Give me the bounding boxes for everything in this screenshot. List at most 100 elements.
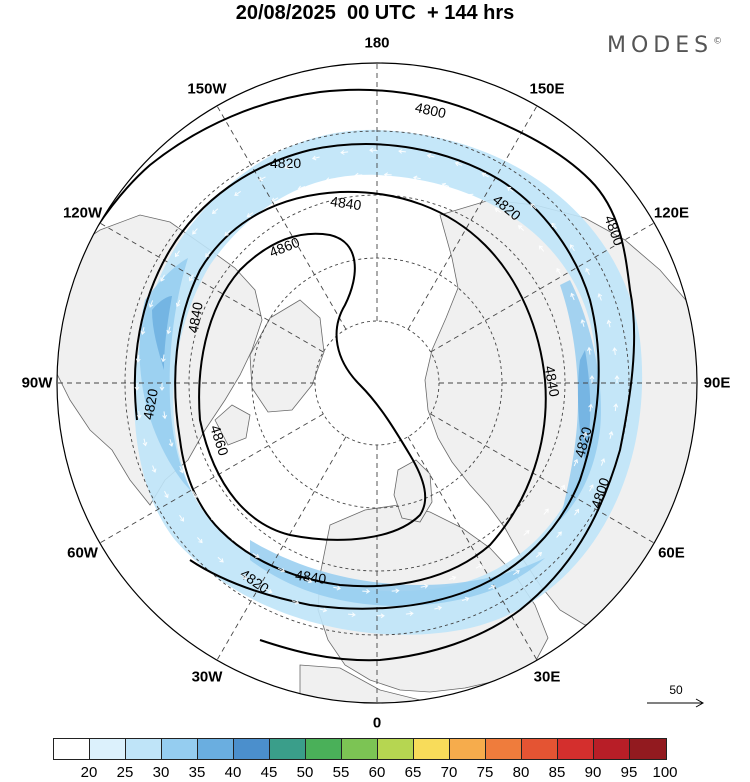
longitude-label-30w: 30W xyxy=(191,668,223,686)
wind-vector xyxy=(304,578,313,584)
wind-vector xyxy=(405,611,414,616)
wind-vector xyxy=(166,326,172,335)
contour-4800 xyxy=(57,88,636,662)
wind-vector xyxy=(606,319,612,328)
wind-vector xyxy=(506,186,514,192)
longitude-label-0: 0 xyxy=(372,714,382,732)
height-contours xyxy=(57,88,636,662)
wind-vector xyxy=(530,203,537,210)
wind-vector xyxy=(369,147,377,153)
wind-vector xyxy=(311,155,320,161)
wind-vector xyxy=(348,612,356,618)
colorbar-tick-label: 25 xyxy=(116,764,134,781)
wind-vector xyxy=(174,250,180,258)
colorbar-tick-label: 75 xyxy=(476,764,494,781)
wind-vector xyxy=(585,267,590,276)
wind-vector xyxy=(175,299,181,308)
longitude-label-150w: 150W xyxy=(187,80,227,98)
wind-vector xyxy=(333,585,341,591)
wind-vector xyxy=(589,484,594,492)
land-scandinavia xyxy=(393,459,433,523)
wind-vector xyxy=(398,148,406,154)
wind-vector xyxy=(461,596,470,602)
colorbar-tick-label: 35 xyxy=(188,764,206,781)
map-title: 20/08/2025 00 UTC + 144 hrs xyxy=(235,2,515,24)
wind-vector xyxy=(192,228,198,235)
wind-vector xyxy=(265,588,273,594)
contour-label-4840-d: 4840 xyxy=(294,567,327,587)
wind-vector xyxy=(570,292,575,301)
colorbar-bin xyxy=(270,739,306,759)
wind-vector xyxy=(340,150,349,155)
wind-vector xyxy=(179,465,184,474)
wind-vector xyxy=(284,164,293,170)
wind-vector xyxy=(252,552,260,558)
colorbar-tick-label: 60 xyxy=(368,764,386,781)
colorbar-bin xyxy=(198,739,234,759)
wind-vector xyxy=(179,514,185,522)
polar-map: 4800 4800 4800 4820 4820 4820 4820 4820 … xyxy=(56,62,698,704)
colorbar-bin xyxy=(234,739,270,759)
colorbar-bin xyxy=(378,739,414,759)
meridian-line xyxy=(430,222,655,353)
wind-vector xyxy=(209,514,216,521)
wind-vector xyxy=(481,172,489,178)
wind-vector xyxy=(205,251,211,258)
wind-vector xyxy=(426,153,435,159)
wind-vector xyxy=(140,327,146,335)
wind-vector xyxy=(234,190,241,196)
colorbar-bin xyxy=(522,739,558,759)
colorbar-tick-label: 65 xyxy=(404,764,422,781)
wind-vector xyxy=(240,574,248,580)
contour-label-4840-a: 4840 xyxy=(329,193,362,213)
longitude-label-90w: 90W xyxy=(21,374,53,392)
wind-vector xyxy=(613,403,619,412)
colorbar: 20 25 30 35 40 45 50 55 60 65 70 75 80 85 90 95 100 xyxy=(53,738,703,782)
wind-vector xyxy=(224,230,231,237)
contour-label-4820-c: 4820 xyxy=(571,425,595,459)
colorbar-bin xyxy=(486,739,522,759)
colorbar-bin xyxy=(630,739,666,759)
longitude-label-30e: 30E xyxy=(533,668,561,686)
contour-label-4840-b: 4840 xyxy=(542,365,563,399)
wind-vector xyxy=(246,212,254,218)
colorbar-tick-label: 90 xyxy=(584,764,602,781)
wind-vector xyxy=(413,175,421,181)
wind-vector xyxy=(229,535,237,541)
map-border xyxy=(56,62,698,704)
contour-label-4800-a: 4800 xyxy=(414,99,448,121)
colorbar-tick-label: 100 xyxy=(652,764,678,781)
wind-vector xyxy=(142,438,148,447)
wind-vector xyxy=(589,375,595,383)
wind-vector xyxy=(135,354,141,363)
wind-vector xyxy=(475,564,483,569)
colorbar-tick-label: 55 xyxy=(332,764,350,781)
wind-vector xyxy=(612,347,618,355)
colorbar-bin xyxy=(90,739,126,759)
colorbar-tick-label: 20 xyxy=(80,764,98,781)
meridian-line xyxy=(216,436,347,661)
wind-vector xyxy=(197,537,203,544)
wind-vector xyxy=(569,244,575,252)
wind-vector xyxy=(494,208,502,214)
meridian-line xyxy=(407,436,538,661)
wind-vector xyxy=(600,458,606,466)
wind-vector xyxy=(523,529,530,536)
meridian-line xyxy=(99,222,324,353)
brand-mark: © xyxy=(713,36,723,47)
wind-vector xyxy=(573,458,579,467)
wind-vector xyxy=(420,583,429,589)
wind-vector xyxy=(168,439,174,447)
colorbar-tick-label: 50 xyxy=(296,764,314,781)
wind-vector xyxy=(551,222,557,229)
colorbar-bin xyxy=(162,739,198,759)
meridian-lines xyxy=(57,63,697,703)
wind-vector xyxy=(488,585,496,590)
wind-vector xyxy=(325,177,334,183)
contour-4820 xyxy=(133,143,600,610)
wind-vector xyxy=(217,556,224,563)
colorbar-bin xyxy=(450,739,486,759)
wind-vector xyxy=(383,172,392,178)
colorbar-bins xyxy=(53,738,667,760)
wind-vector xyxy=(588,403,593,412)
